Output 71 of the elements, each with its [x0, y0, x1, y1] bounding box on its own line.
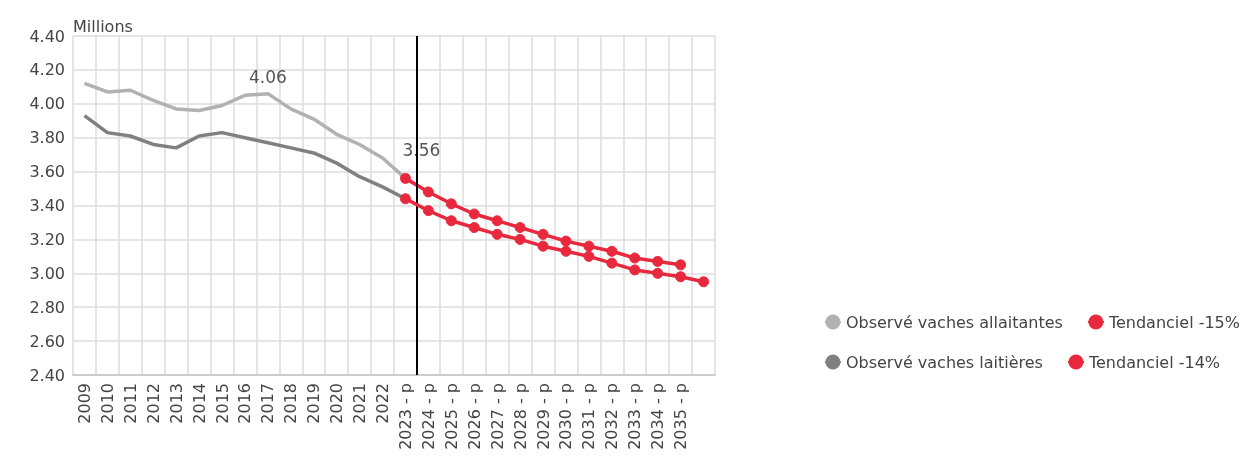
x-tick-label: 2027 - p	[487, 383, 507, 450]
legend-label: Observé vaches allaitantes	[845, 312, 1063, 332]
x-tick-label: 2012	[143, 383, 163, 424]
y-tick-label: 2.80	[29, 297, 65, 317]
point	[606, 245, 618, 257]
x-tick-label: 2030 - p	[556, 383, 576, 450]
x-tick-label: 2034 - p	[648, 383, 668, 450]
point	[560, 245, 572, 257]
y-tick-label: 3.80	[29, 128, 65, 148]
point	[514, 233, 526, 245]
x-tick-label: 2022	[373, 383, 393, 424]
x-tick-label: 2014	[189, 383, 209, 424]
y-tick-label: 4.20	[29, 60, 65, 80]
x-tick-label: 2023 - p	[395, 383, 415, 450]
point	[468, 222, 480, 234]
data-label: 4.06	[248, 67, 287, 88]
point	[445, 215, 457, 227]
y-tick-label: 4.40	[29, 26, 65, 46]
y-tick-label: 4.00	[29, 94, 65, 114]
point	[675, 271, 687, 283]
point	[399, 172, 411, 184]
point	[445, 198, 457, 210]
y-tick-label: 3.20	[29, 229, 65, 249]
x-tick-label: 2031 - p	[579, 383, 599, 450]
y-tick-label: 3.40	[29, 196, 65, 215]
x-tick-label: 2009	[74, 383, 94, 424]
x-tick-label: 2015	[212, 383, 232, 424]
x-tick-label: 2020	[327, 383, 347, 424]
y-tick-label: 2.60	[29, 331, 65, 351]
y-tick-label: 3.60	[29, 162, 65, 182]
point	[583, 240, 595, 252]
x-tick-label: 2028 - p	[510, 383, 530, 450]
x-tick-label: 2018	[281, 383, 301, 424]
point	[422, 186, 434, 198]
y-tick-label: 3.00	[29, 263, 65, 283]
point	[560, 235, 572, 247]
point	[491, 215, 503, 227]
point	[675, 259, 687, 271]
point	[537, 240, 549, 252]
point	[422, 205, 434, 217]
x-tick-label: 2029 - p	[533, 383, 553, 450]
legend-label: Observé vaches laitières	[845, 352, 1043, 372]
point	[491, 228, 503, 240]
x-tick-label: 2021	[350, 383, 370, 424]
point	[652, 267, 664, 279]
point	[606, 257, 618, 269]
point	[629, 264, 641, 276]
x-tick-label: 2010	[97, 383, 117, 424]
x-tick-label: 2016	[235, 383, 255, 424]
point	[583, 250, 595, 262]
y-axis-title: Millions	[73, 16, 133, 36]
y-tick-label: 2.40	[29, 365, 65, 385]
x-tick-label: 2033 - p	[625, 383, 645, 450]
x-tick-label: 2024 - p	[418, 383, 438, 450]
point	[537, 228, 549, 240]
point	[629, 252, 641, 264]
point	[652, 255, 664, 267]
legend-label: Tendanciel -14%	[1087, 352, 1221, 372]
legend-label: Tendanciel -15%	[1107, 312, 1240, 332]
x-tick-label: 2019	[304, 383, 324, 424]
x-tick-label: 2026 - p	[464, 383, 484, 450]
x-tick-label: 2013	[166, 383, 186, 424]
x-tick-label: 2032 - p	[602, 383, 622, 450]
point	[399, 193, 411, 205]
point	[514, 222, 526, 234]
point	[468, 208, 480, 220]
x-tick-label: 2035 - p	[671, 383, 691, 450]
x-tick-label: 2011	[120, 383, 140, 424]
point	[698, 276, 710, 288]
x-tick-label: 2017	[258, 383, 278, 424]
x-tick-label: 2025 - p	[441, 383, 461, 450]
